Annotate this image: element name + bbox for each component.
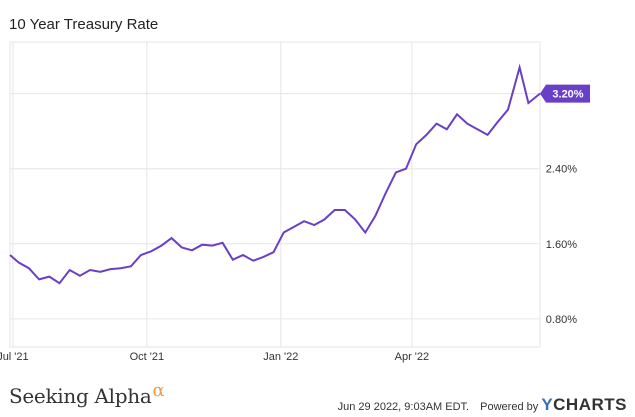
x-axis-ticks: Jul '21 Oct '21 Jan '22 Apr '22 <box>0 351 429 363</box>
grid <box>9 41 541 348</box>
brand-name: Seeking Alpha <box>9 384 152 408</box>
y-tick-label: 2.40% <box>546 164 577 176</box>
last-value-badge: 3.20% <box>540 84 590 103</box>
ycharts-wordmark: CHARTS <box>553 395 627 414</box>
x-tick-label: Apr '22 <box>395 351 430 363</box>
x-tick-label: Oct '21 <box>130 351 165 363</box>
x-tick-label: Jul '21 <box>0 351 29 363</box>
treasury-rate-chart: Jul '21 Oct '21 Jan '22 Apr '22 0.80% 1.60% 2… <box>0 41 590 363</box>
powered-by: Powered by <box>480 401 539 413</box>
last-value-text: 3.20% <box>552 89 583 101</box>
plot-frame <box>9 41 541 348</box>
ycharts-logo: YCHARTS <box>541 395 627 414</box>
timestamp: Jun 29 2022, 9:03AM EDT. <box>337 401 470 413</box>
series-line <box>9 63 541 285</box>
ycharts-y-mark: Y <box>541 395 554 414</box>
alpha-mark: α <box>152 380 165 401</box>
last-value-badge-bg <box>540 84 590 103</box>
seeking-alpha-logo: Seeking Alphaα <box>9 380 165 408</box>
y-tick-label: 0.80% <box>546 314 577 326</box>
chart-title: 10 Year Treasury Rate <box>9 16 159 33</box>
y-tick-label: 1.60% <box>546 239 577 251</box>
y-axis-ticks: 0.80%1.60%2.40%3.20% <box>546 89 577 326</box>
footer-credits: Jun 29 2022, 9:03AM EDT. Powered by YCHA… <box>338 395 627 415</box>
x-tick-label: Jan '22 <box>263 351 298 363</box>
